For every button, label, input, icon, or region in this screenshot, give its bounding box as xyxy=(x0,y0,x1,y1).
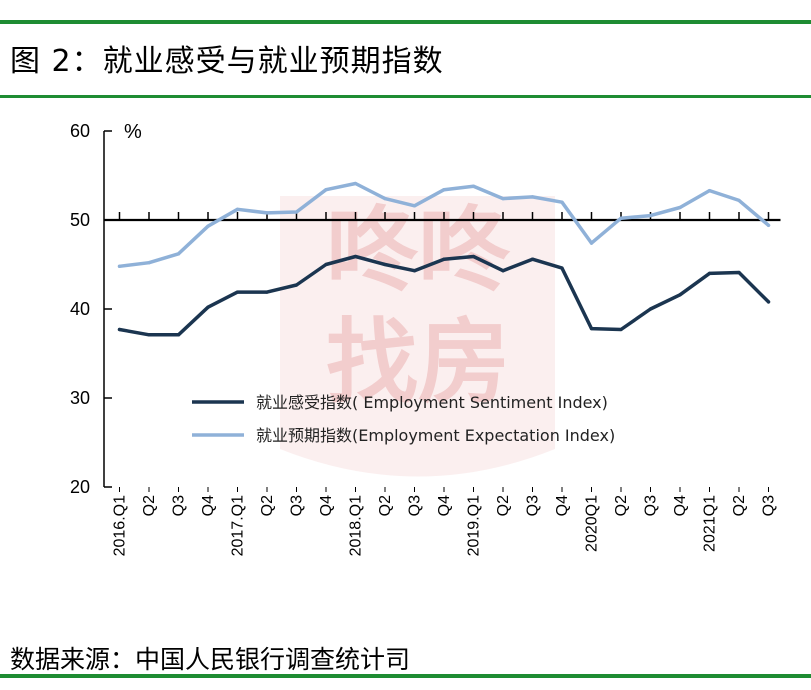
axes: 20 30 40 50 60 % 2016.Q1 Q2 Q3 Q4 2017.Q1 Q2 Q3 Q4 201… xyxy=(70,121,781,556)
title-rule xyxy=(0,95,811,98)
data-point-series-2 xyxy=(501,197,505,201)
watermark-shape xyxy=(280,196,555,477)
data-point-series-2 xyxy=(737,198,741,203)
legend: 就业感受指数( Employment Sentiment Index) 就业预期指… xyxy=(192,393,615,445)
data-point-series-1 xyxy=(117,327,122,332)
x-tick-label: Q3 xyxy=(171,495,188,516)
x-tick-label: 2016.Q1 xyxy=(112,495,129,556)
top-rule xyxy=(0,20,811,24)
figure-title: 图 2：就业感受与就业预期指数 xyxy=(10,44,444,79)
data-point-series-2 xyxy=(324,188,328,192)
data-point-series-2 xyxy=(412,204,417,208)
data-point-series-2 xyxy=(589,241,594,245)
bottom-rule xyxy=(0,674,811,678)
y-tick-label: 50 xyxy=(70,210,90,230)
data-point-series-1 xyxy=(294,283,299,287)
source-note: 数据来源：中国人民银行调查统计司 xyxy=(10,645,411,674)
data-point-series-1 xyxy=(560,266,564,270)
data-point-series-1 xyxy=(678,293,682,297)
data-point-series-1 xyxy=(737,270,741,275)
data-point-series-1 xyxy=(147,333,151,337)
data-point-series-2 xyxy=(265,211,269,215)
data-point-series-1 xyxy=(471,254,476,259)
x-tick-label: Q4 xyxy=(200,495,217,516)
x-tick-label: 2019.Q1 xyxy=(466,495,483,556)
y-tick-label: 40 xyxy=(70,299,90,319)
legend-label-2: 就业预期指数(Employment Expectation Index) xyxy=(256,426,615,445)
x-tick-label: Q3 xyxy=(525,495,542,516)
data-point-series-1 xyxy=(766,300,771,304)
series-layer xyxy=(117,181,771,337)
x-tick-label: Q2 xyxy=(259,495,276,516)
data-point-series-2 xyxy=(117,264,122,268)
data-point-series-1 xyxy=(235,290,240,294)
data-point-series-2 xyxy=(678,205,682,210)
data-point-series-2 xyxy=(530,195,535,199)
data-point-series-1 xyxy=(324,262,328,267)
data-point-series-1 xyxy=(589,326,594,331)
data-point-series-1 xyxy=(383,262,387,267)
data-point-series-2 xyxy=(383,197,387,201)
y-tick-label: 30 xyxy=(70,388,90,408)
data-point-series-2 xyxy=(560,200,564,204)
x-tick-label: Q4 xyxy=(436,495,453,516)
data-point-series-1 xyxy=(353,254,358,259)
x-tick-label: Q2 xyxy=(495,495,512,516)
data-point-series-1 xyxy=(501,269,505,273)
x-tick-label: 2018.Q1 xyxy=(348,495,365,556)
x-tick-label: Q2 xyxy=(141,495,158,516)
data-point-series-2 xyxy=(147,261,151,265)
watermark-line-2: 找房 xyxy=(326,309,510,416)
x-tick-label: 2021Q1 xyxy=(702,495,719,552)
data-point-series-2 xyxy=(176,252,181,256)
y-tick-label: 60 xyxy=(70,121,90,141)
x-tick-label: Q3 xyxy=(643,495,660,516)
x-tick-label: Q4 xyxy=(554,495,571,516)
data-point-series-2 xyxy=(471,184,476,188)
data-point-series-2 xyxy=(206,224,210,228)
data-point-series-2 xyxy=(235,207,240,211)
data-point-series-2 xyxy=(648,213,653,218)
data-point-series-2 xyxy=(766,223,771,227)
data-point-series-1 xyxy=(412,269,417,273)
x-tick-label: Q3 xyxy=(289,495,306,516)
data-point-series-1 xyxy=(442,257,446,261)
x-tick-label: Q2 xyxy=(377,495,394,516)
x-tick-label: Q3 xyxy=(407,495,424,516)
x-tick-label: Q4 xyxy=(672,495,689,516)
data-point-series-2 xyxy=(294,210,299,214)
legend-label-1: 就业感受指数( Employment Sentiment Index) xyxy=(256,393,608,412)
x-tick-label: Q2 xyxy=(613,495,630,516)
data-point-series-1 xyxy=(206,305,210,309)
watermark-line-1: 咚咚 xyxy=(326,197,511,304)
data-point-series-1 xyxy=(619,327,623,332)
data-point-series-2 xyxy=(353,181,358,186)
data-point-series-1 xyxy=(707,271,712,275)
y-unit-label: % xyxy=(124,121,142,143)
x-tick-label: Q3 xyxy=(761,495,778,516)
data-point-series-2 xyxy=(707,189,712,193)
x-tick-label: 2020Q1 xyxy=(584,495,601,552)
data-point-series-2 xyxy=(442,188,446,192)
x-tick-label: 2017.Q1 xyxy=(230,495,247,556)
x-tick-label: Q2 xyxy=(731,495,748,516)
data-point-series-1 xyxy=(648,307,653,311)
x-tick-label: Q4 xyxy=(318,495,335,516)
data-point-series-2 xyxy=(619,216,623,220)
data-point-series-1 xyxy=(530,257,535,261)
y-tick-label: 20 xyxy=(70,477,90,497)
data-point-series-1 xyxy=(176,333,181,337)
data-point-series-1 xyxy=(265,290,269,294)
